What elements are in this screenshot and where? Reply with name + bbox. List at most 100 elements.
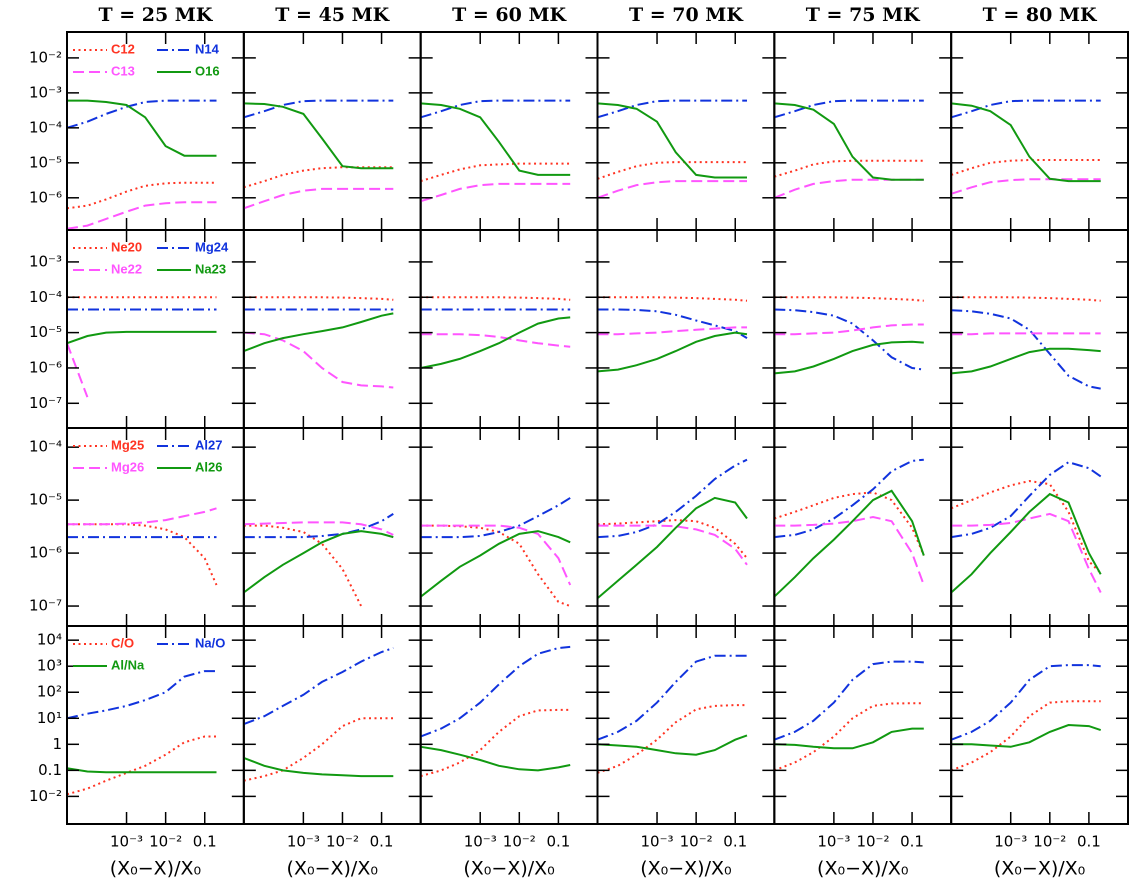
legend-label: Mg25: [111, 437, 144, 452]
x-tick-label: 0.1: [546, 833, 570, 851]
series-line: [951, 479, 1102, 574]
panel-frame: [950, 625, 1129, 825]
x-tick-label: 10⁻²: [680, 833, 713, 851]
x-tick-label: 10⁻³: [110, 833, 143, 851]
series-line: [420, 745, 571, 772]
series-line: [951, 723, 1102, 748]
y-tick-label: 10⁻²: [29, 787, 62, 805]
series-line: [67, 507, 217, 526]
y-tick-label: 10⁻³: [29, 83, 62, 101]
series-line: [951, 700, 1101, 772]
series-line: [951, 159, 1101, 176]
x-tick-label: 0.1: [1077, 833, 1101, 851]
x-tick-label: 0.1: [193, 833, 217, 851]
legend-label: Al27: [195, 437, 222, 452]
series-line: [67, 670, 217, 720]
series-line: [420, 645, 571, 738]
series-line: [951, 512, 1102, 593]
x-tick-label: 10⁻²: [1033, 833, 1066, 851]
x-tick-label: 10⁻²: [326, 833, 359, 851]
y-tick-label: 10⁻³: [29, 252, 62, 270]
series-line: [774, 99, 924, 119]
series-line: [774, 727, 924, 750]
series-line: [67, 735, 217, 796]
series-line: [243, 331, 394, 389]
series-line: [67, 201, 217, 230]
x-axis-label: (X₀−X)/X₀: [463, 858, 554, 880]
panel-frame: [950, 427, 1129, 627]
y-tick-label: 10⁻⁷: [29, 394, 62, 412]
y-tick-label: 10⁴: [37, 631, 62, 649]
x-tick-label: 10⁻³: [994, 833, 1027, 851]
series-line: [774, 491, 925, 556]
panel-frame: [950, 31, 1129, 231]
series-line: [951, 461, 1102, 539]
legend-label: Ne20: [111, 239, 142, 254]
series-line: [774, 296, 924, 302]
series-line: [243, 530, 394, 594]
series-line: [420, 102, 571, 176]
legend-label: Ne22: [111, 261, 142, 276]
series-line: [67, 99, 217, 157]
series-line: [597, 524, 748, 566]
series-line: [951, 99, 1101, 119]
series-line: [951, 309, 1101, 390]
panel-title: T = 60 MK: [452, 4, 567, 26]
x-axis-label: (X₀−X)/X₀: [110, 858, 201, 880]
x-tick-label: 10⁻²: [856, 833, 889, 851]
y-tick-label: 1: [52, 735, 62, 753]
series-line: [951, 296, 1101, 302]
series-line: [774, 323, 924, 336]
series-line: [774, 178, 924, 199]
panel-frame: [773, 427, 953, 627]
series-line: [951, 664, 1101, 741]
series-line: [67, 99, 217, 129]
panel-frame: [419, 31, 599, 231]
series-line: [597, 704, 747, 774]
series-line: [774, 458, 924, 539]
series-line: [243, 166, 394, 189]
series-line: [597, 180, 747, 199]
panel-frame: [242, 625, 422, 825]
series-line: [243, 756, 394, 778]
legend-label: O16: [195, 63, 220, 78]
x-tick-label: 10⁻³: [287, 833, 320, 851]
x-axis-label: (X₀−X)/X₀: [287, 858, 378, 880]
series-line: [597, 519, 748, 559]
panel-frame: [773, 625, 953, 825]
series-line: [774, 340, 924, 375]
y-tick-label: 10⁻⁵: [29, 491, 62, 509]
panel-title: T = 70 MK: [629, 4, 744, 26]
panel-frame: [419, 229, 599, 429]
series-line: [243, 187, 394, 210]
series-line: [67, 523, 218, 586]
series-line: [597, 496, 748, 600]
series-line: [67, 181, 217, 210]
legend-label: Na/O: [195, 635, 225, 650]
panel-frame: [242, 31, 422, 231]
series-line: [597, 296, 748, 302]
panel-frame: [596, 31, 776, 231]
series-line: [420, 524, 572, 586]
series-line: [243, 312, 394, 353]
series-line: [243, 102, 394, 170]
y-tick-label: 10⁻⁶: [29, 544, 62, 562]
series-line: [774, 102, 924, 181]
y-tick-label: 10⁻⁷: [29, 597, 62, 615]
panel-frame: [66, 229, 245, 429]
x-tick-label: 0.1: [723, 833, 747, 851]
series-line: [420, 296, 571, 301]
series-line: [597, 326, 747, 336]
series-line: [951, 492, 1102, 594]
panel-frame: [950, 229, 1129, 429]
y-tick-label: 10⁻⁴: [29, 438, 62, 456]
x-axis-label: (X₀−X)/X₀: [817, 858, 908, 880]
series-line: [243, 521, 394, 536]
series-line: [597, 99, 747, 119]
series-line: [774, 702, 924, 772]
y-tick-label: 10⁻⁴: [29, 118, 62, 136]
series-line: [951, 332, 1101, 336]
series-line: [67, 342, 89, 398]
panel-frame: [596, 229, 776, 429]
